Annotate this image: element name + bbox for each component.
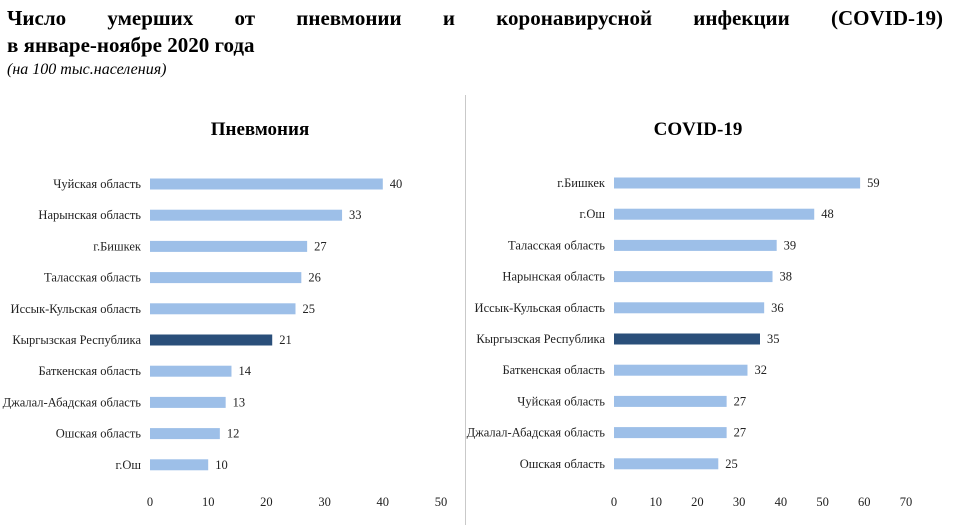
x-tick-label: 40 — [775, 495, 788, 509]
category-label: Таласская область — [44, 271, 141, 285]
data-label: 33 — [349, 208, 362, 222]
data-label: 35 — [767, 332, 780, 346]
bar — [150, 459, 209, 471]
category-label: Нарынская область — [38, 208, 141, 222]
bar — [150, 209, 343, 221]
category-label: Баткенская область — [502, 363, 605, 377]
bar — [614, 208, 815, 220]
category-label: Джалал-Абадская область — [3, 395, 142, 409]
category-label: Ошская область — [56, 427, 142, 441]
category-label: Чуйская область — [517, 394, 605, 408]
subtitle: (на 100 тыс.населения) — [7, 61, 167, 78]
x-tick-label: 20 — [691, 495, 704, 509]
data-label: 25 — [303, 302, 316, 316]
data-label: 27 — [734, 394, 747, 408]
covid-chart: COVID-19 г.Бишкек 59 г.Ош 48 Таласская област… — [467, 119, 913, 509]
x-tick-label: 10 — [649, 495, 662, 509]
covid-chart-title: COVID-19 — [654, 119, 743, 140]
x-tick-label: 50 — [816, 495, 829, 509]
category-label: Нарынская область — [502, 270, 605, 284]
category-label: г.Бишкек — [93, 239, 142, 253]
bar — [614, 427, 727, 439]
bar — [150, 365, 232, 377]
x-tick-label: 20 — [260, 495, 273, 509]
x-tick-label: 60 — [858, 495, 871, 509]
bar — [150, 303, 296, 315]
data-label: 10 — [215, 458, 228, 472]
bar — [614, 177, 861, 189]
category-label: Иссык-Кульская область — [475, 301, 606, 315]
category-label: г.Ош — [116, 458, 142, 472]
x-tick-label: 10 — [202, 495, 215, 509]
x-tick-label: 40 — [377, 495, 390, 509]
bar — [150, 428, 220, 440]
pneumonia-chart-title: Пневмония — [211, 119, 309, 140]
data-label: 36 — [771, 301, 784, 315]
bar — [150, 178, 383, 190]
data-label: 48 — [821, 207, 834, 221]
category-label: Кыргызская Республика — [476, 332, 605, 346]
x-tick-label: 0 — [611, 495, 617, 509]
x-tick-label: 30 — [733, 495, 746, 509]
data-label: 39 — [784, 238, 797, 252]
bar — [614, 271, 773, 283]
pneumonia-chart: Пневмония Чуйская область 40 Нарынская обла… — [3, 119, 448, 509]
bar-highlight — [150, 334, 273, 346]
bar — [614, 239, 777, 251]
data-label: 14 — [238, 364, 251, 378]
bar — [614, 395, 727, 407]
data-label: 26 — [308, 271, 321, 285]
data-label: 13 — [233, 395, 246, 409]
category-label: Ошская область — [520, 457, 606, 471]
category-label: г.Бишкек — [557, 176, 606, 190]
bar — [150, 240, 308, 252]
bar — [614, 364, 748, 376]
bar — [614, 458, 719, 470]
data-label: 21 — [279, 333, 292, 347]
data-label: 59 — [867, 176, 880, 190]
x-tick-label: 70 — [900, 495, 913, 509]
x-tick-label: 50 — [435, 495, 448, 509]
category-label: Баткенская область — [38, 364, 141, 378]
data-label: 25 — [725, 457, 738, 471]
data-label: 27 — [314, 239, 327, 253]
category-label: Иссык-Кульская область — [11, 302, 142, 316]
bar — [150, 396, 226, 408]
bar — [614, 302, 765, 314]
data-label: 40 — [390, 177, 403, 191]
category-label: Таласская область — [508, 238, 605, 252]
category-label: Чуйская область — [53, 177, 141, 191]
category-label: Джалал-Абадская область — [467, 426, 606, 440]
data-label: 38 — [780, 270, 793, 284]
title-line-2: в январе-ноябре 2020 года — [7, 33, 255, 57]
category-label: г.Ош — [580, 207, 606, 221]
x-tick-label: 0 — [147, 495, 153, 509]
bar-highlight — [614, 333, 760, 345]
category-label: Кыргызская Республика — [12, 333, 141, 347]
x-tick-label: 30 — [318, 495, 331, 509]
data-label: 12 — [227, 427, 240, 441]
title-line-1: Число умерших от пневмонии и коронавирус… — [7, 6, 943, 30]
panel-divider — [465, 95, 466, 525]
data-label: 32 — [754, 363, 767, 377]
page-title: Число умерших от пневмонии и коронавирус… — [7, 5, 943, 59]
data-label: 27 — [734, 426, 747, 440]
bar — [150, 272, 302, 284]
